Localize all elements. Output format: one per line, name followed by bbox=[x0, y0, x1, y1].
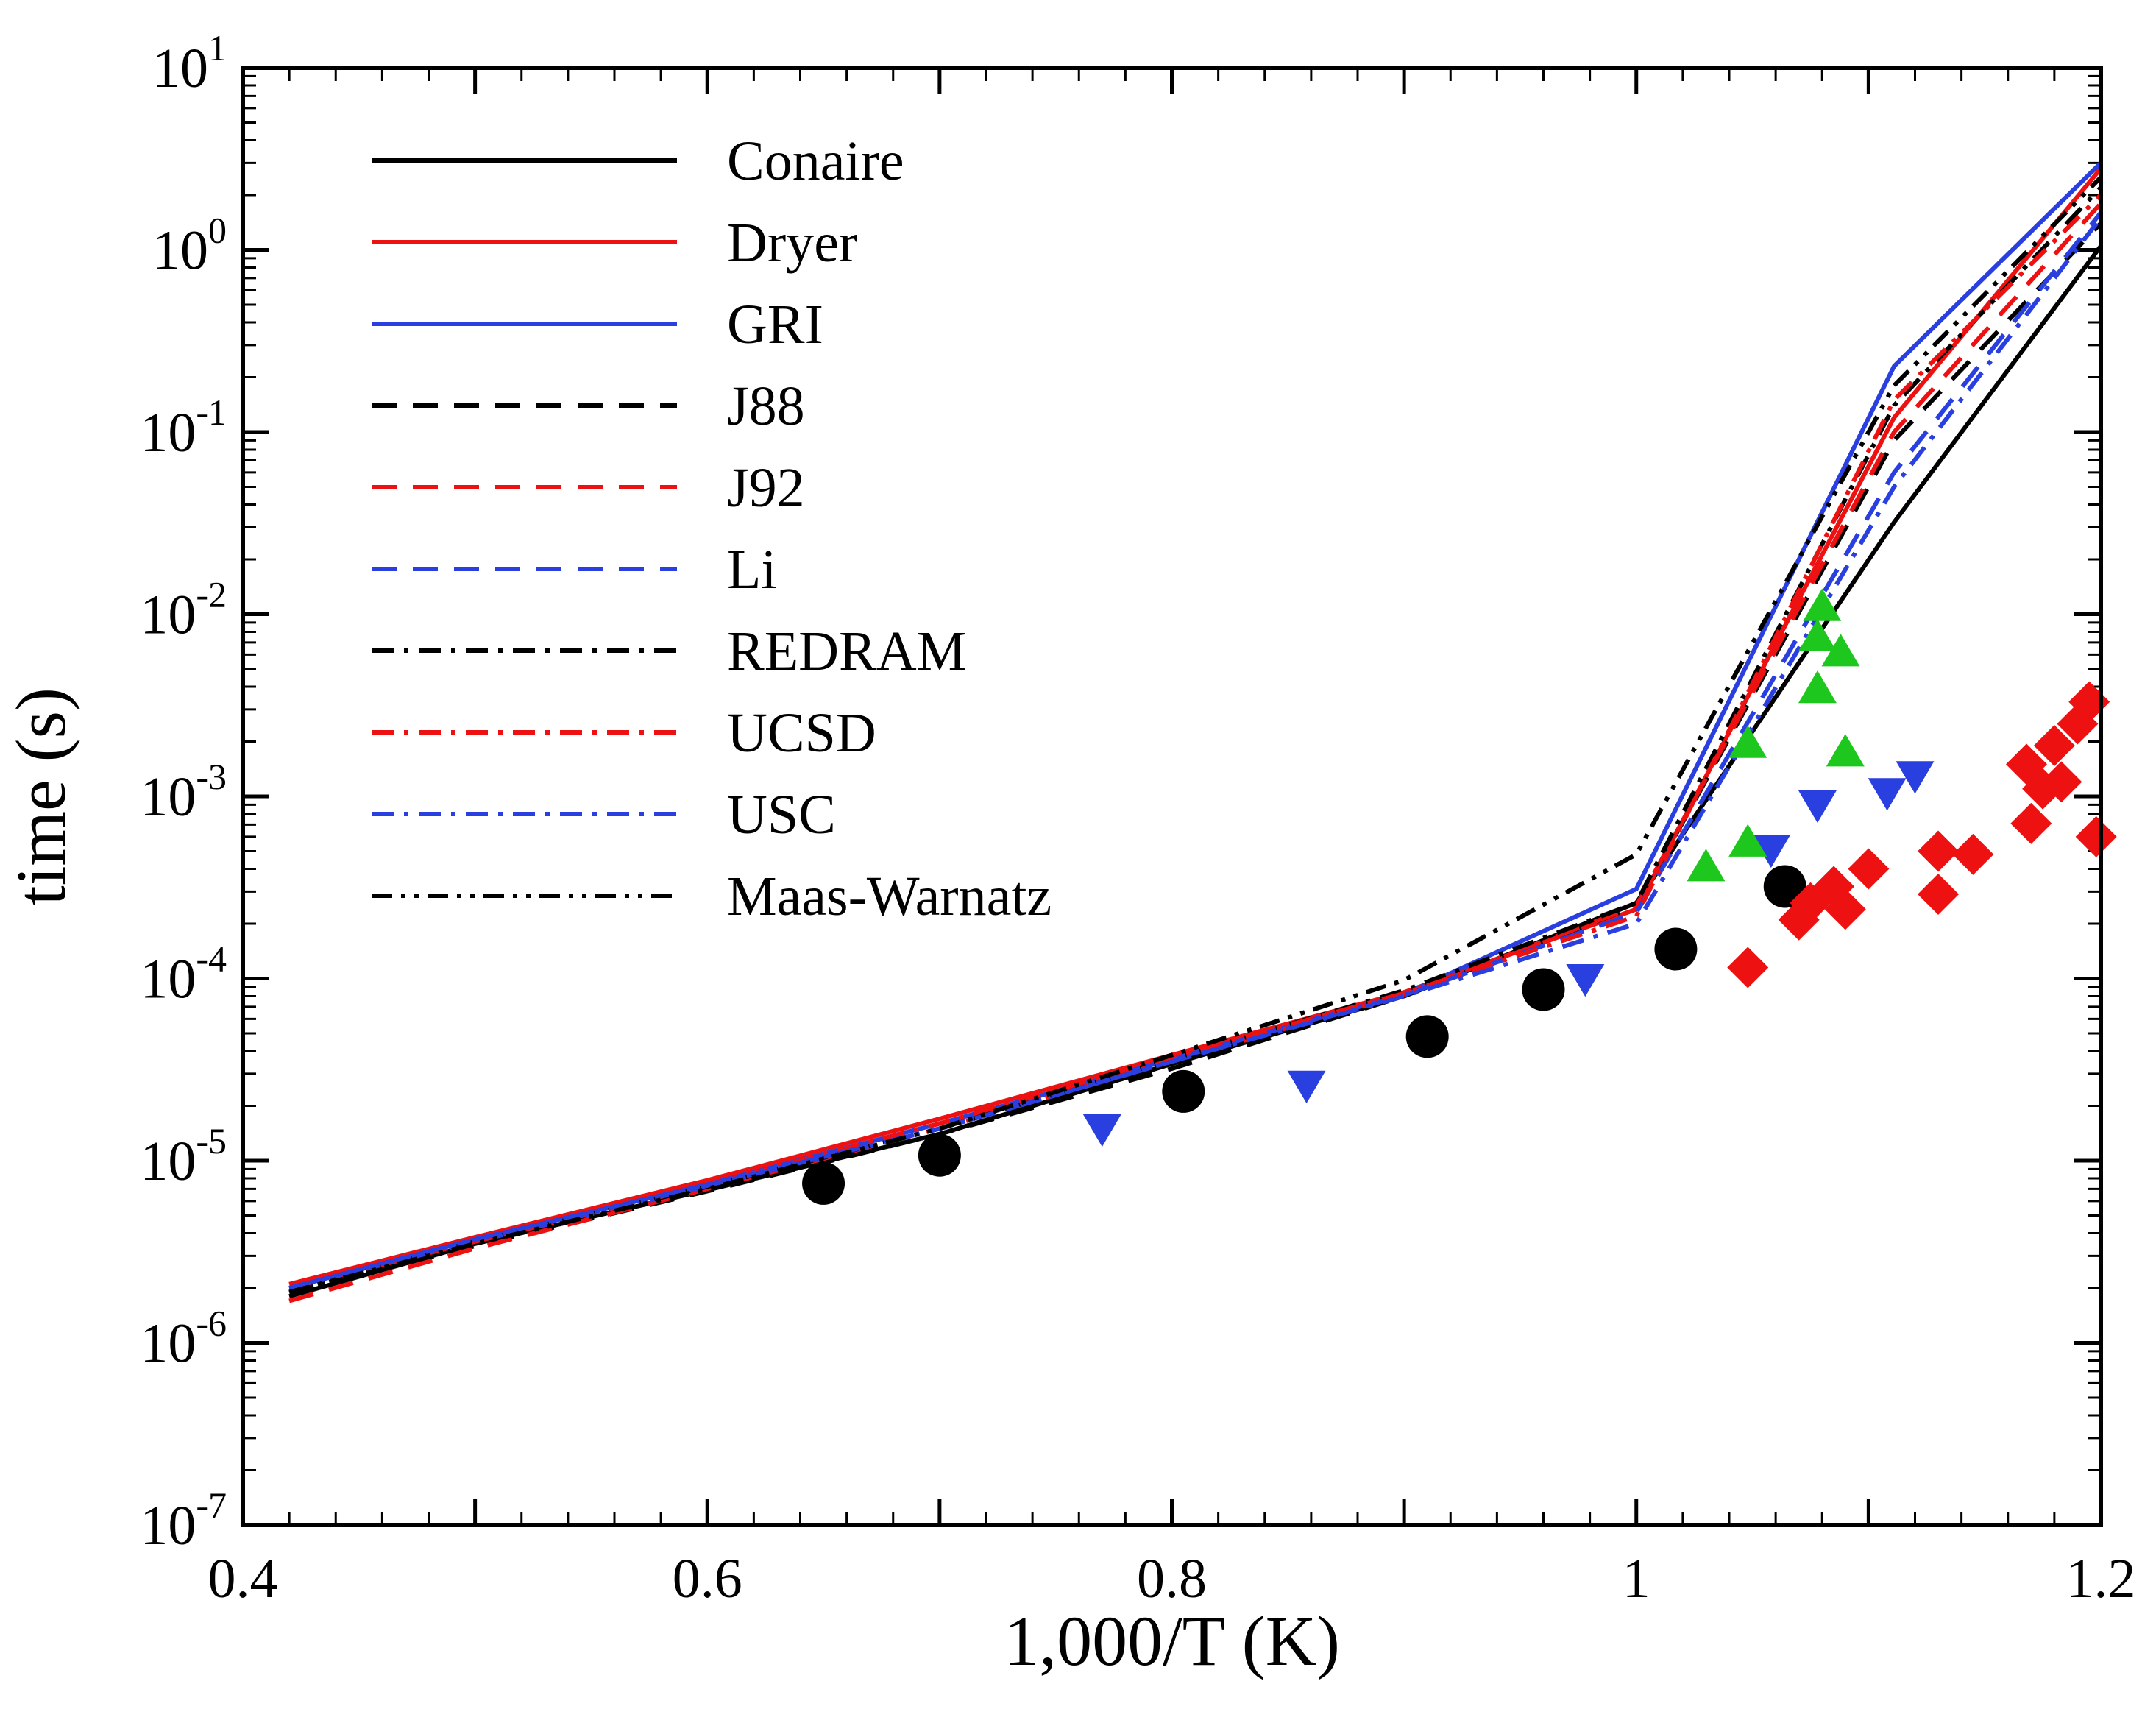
data-point-circle bbox=[1763, 865, 1806, 908]
x-tick-label: 1 bbox=[1623, 1548, 1650, 1610]
plot-frame bbox=[241, 66, 2103, 1527]
data-point-diamond bbox=[1848, 848, 1890, 890]
series-line-usc bbox=[288, 216, 2103, 1290]
y-tick-base: 10 bbox=[140, 766, 196, 828]
y-tick-exponent: 1 bbox=[208, 27, 227, 68]
legend-label: GRI bbox=[727, 294, 823, 355]
x-tick-label: 1.2 bbox=[2066, 1548, 2136, 1610]
y-tick-base: 10 bbox=[140, 949, 196, 1011]
data-point-triangle-down bbox=[1566, 964, 1605, 997]
data-point-triangle-up bbox=[1803, 588, 1842, 621]
y-tick-label: 10-2 bbox=[140, 574, 227, 646]
y-tick-label: 10-7 bbox=[140, 1485, 227, 1557]
data-markers bbox=[802, 588, 2117, 1205]
x-tick-labels: 0.4 0.6 0.8 1 1.2 bbox=[208, 1548, 2136, 1610]
data-point-triangle-up bbox=[1798, 670, 1837, 704]
y-tick-base: 10 bbox=[140, 402, 196, 464]
data-point-diamond bbox=[1918, 874, 1960, 916]
y-tick-label: 10-3 bbox=[140, 756, 227, 828]
data-point-circle bbox=[1654, 927, 1698, 971]
y-tick-exponent: -5 bbox=[196, 1120, 227, 1161]
major-ticks bbox=[241, 66, 2103, 1527]
x-tick-label: 0.4 bbox=[208, 1548, 278, 1610]
y-tick-exponent: -6 bbox=[196, 1303, 227, 1344]
y-tick-label: 10-5 bbox=[140, 1120, 227, 1192]
legend-label: Li bbox=[727, 539, 777, 601]
data-point-triangle-down bbox=[1751, 835, 1790, 868]
data-point-diamond bbox=[1824, 888, 1866, 930]
data-point-triangle-up bbox=[1798, 618, 1837, 651]
series-line-j88 bbox=[288, 222, 2103, 1295]
y-tick-label: 10-1 bbox=[140, 392, 227, 464]
y-tick-exponent: -3 bbox=[196, 756, 227, 797]
data-point-diamond bbox=[2075, 815, 2117, 857]
legend-label: Maas-Warnatz bbox=[727, 866, 1052, 927]
x-tick-label: 0.6 bbox=[673, 1548, 742, 1610]
y-tick-base: 10 bbox=[152, 220, 208, 282]
legend-label: J88 bbox=[727, 375, 805, 437]
y-tick-label: 100 bbox=[152, 210, 227, 282]
data-point-circle bbox=[1522, 968, 1565, 1011]
data-point-triangle-down bbox=[1082, 1114, 1121, 1147]
data-point-triangle-down bbox=[1868, 778, 1907, 811]
y-tick-label: 10-6 bbox=[140, 1303, 227, 1375]
data-point-triangle-up bbox=[1821, 634, 1860, 667]
legend-label: J92 bbox=[727, 457, 805, 519]
data-point-triangle-down bbox=[1896, 761, 1935, 794]
data-point-diamond bbox=[1952, 833, 1994, 875]
data-point-circle bbox=[1405, 1015, 1449, 1058]
data-point-circle bbox=[1162, 1069, 1205, 1113]
data-point-diamond bbox=[1918, 830, 1960, 872]
x-tick-label: 0.8 bbox=[1137, 1548, 1207, 1610]
data-point-triangle-up bbox=[1826, 734, 1865, 767]
legend-label: REDRAM bbox=[727, 620, 966, 682]
legend-label: Conaire bbox=[727, 130, 904, 192]
y-tick-base: 10 bbox=[140, 1131, 196, 1192]
y-tick-exponent: -1 bbox=[196, 392, 227, 433]
y-tick-base: 10 bbox=[152, 38, 208, 99]
y-tick-label: 10-4 bbox=[140, 938, 227, 1011]
data-point-triangle-down bbox=[1798, 790, 1837, 824]
data-point-circle bbox=[802, 1161, 845, 1205]
y-tick-exponent: 0 bbox=[208, 210, 227, 251]
y-tick-label: 101 bbox=[152, 27, 227, 99]
y-tick-exponent: -2 bbox=[196, 574, 227, 615]
y-tick-base: 10 bbox=[140, 1495, 196, 1557]
data-point-triangle-up bbox=[1728, 824, 1767, 857]
legend-label: USC bbox=[727, 784, 836, 846]
y-tick-exponent: -4 bbox=[196, 938, 227, 980]
data-point-diamond bbox=[2033, 725, 2075, 767]
legend-label: UCSD bbox=[727, 702, 876, 764]
series-line-maas-warnatz bbox=[288, 175, 2103, 1295]
y-axis-title: time (s) bbox=[1, 687, 80, 905]
y-tick-base: 10 bbox=[140, 1313, 196, 1375]
y-tick-exponent: -7 bbox=[196, 1485, 227, 1526]
data-point-triangle-up bbox=[1728, 725, 1767, 758]
series-lines bbox=[288, 161, 2103, 1303]
data-point-diamond bbox=[1727, 947, 1769, 988]
legend: Conaire Dryer GRI J88 J92 Li REDRAM UCSD USC Maas… bbox=[372, 130, 1052, 927]
legend-label: Dryer bbox=[727, 212, 857, 274]
x-axis-title: 1,000/T (K) bbox=[1004, 1602, 1340, 1680]
y-tick-base: 10 bbox=[140, 584, 196, 646]
data-point-diamond bbox=[2010, 802, 2052, 844]
data-point-triangle-up bbox=[1687, 849, 1726, 882]
data-point-triangle-down bbox=[1287, 1070, 1326, 1103]
data-point-circle bbox=[918, 1133, 961, 1177]
data-point-diamond bbox=[2040, 761, 2082, 803]
